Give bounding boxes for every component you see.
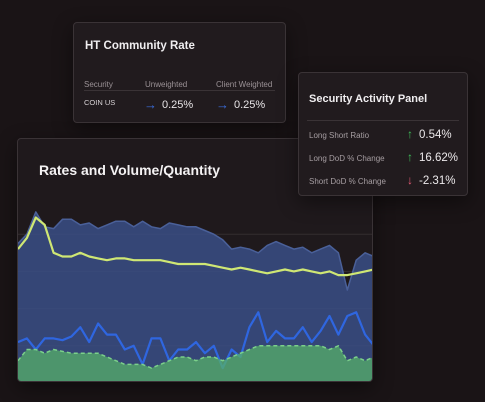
- activity-row-value: 16.62%: [419, 152, 459, 164]
- activity-panel-title: Security Activity Panel: [309, 93, 428, 105]
- activity-row-long-dod-change: Long DoD % Change ↑ 16.62%: [309, 150, 459, 166]
- community-rate-divider: [84, 90, 275, 91]
- client-weighted-value-cell: → 0.25%: [216, 96, 266, 112]
- arrow-down-icon: ↓: [407, 173, 413, 187]
- activity-row-label: Long Short Ratio: [309, 131, 370, 140]
- community-rate-card: HT Community Rate Security Unweighted Cl…: [73, 22, 286, 123]
- security-header: Security: [84, 80, 113, 89]
- arrow-up-icon: ↑: [407, 127, 413, 141]
- arrow-up-icon: ↑: [407, 150, 413, 164]
- activity-row-label: Long DoD % Change: [309, 154, 385, 163]
- client-weighted-value: 0.25%: [234, 99, 266, 111]
- security-activity-panel: Security Activity Panel Long Short Ratio…: [298, 72, 468, 196]
- activity-row-value: 0.54%: [419, 129, 452, 141]
- activity-row-long-short-ratio: Long Short Ratio ↑ 0.54%: [309, 127, 457, 143]
- unweighted-value-cell: → 0.25%: [144, 96, 194, 112]
- client-weighted-header: Client Weighted: [216, 80, 273, 89]
- series-0-area: [18, 211, 372, 381]
- series-3-line: [18, 345, 372, 369]
- activity-row-value: -2.31%: [419, 175, 456, 187]
- activity-row-short-dod-change: Short DoD % Change ↓ -2.31%: [309, 173, 457, 189]
- activity-row-label: Short DoD % Change: [309, 177, 386, 186]
- unweighted-header: Unweighted: [145, 80, 188, 89]
- community-rate-title: HT Community Rate: [85, 40, 195, 52]
- chart-series: [18, 211, 372, 381]
- series-0-line: [18, 211, 372, 291]
- series-3-area: [18, 345, 372, 381]
- series-2-line: [18, 311, 372, 370]
- series-1-line: [18, 216, 372, 277]
- chart-title: Rates and Volume/Quantity: [39, 162, 220, 178]
- arrow-right-icon: →: [216, 97, 229, 112]
- unweighted-value: 0.25%: [162, 99, 194, 111]
- rates-volume-chart[interactable]: [18, 139, 373, 382]
- security-value: COIN US: [84, 98, 116, 107]
- arrow-right-icon: →: [144, 97, 157, 112]
- activity-panel-divider: [307, 120, 459, 121]
